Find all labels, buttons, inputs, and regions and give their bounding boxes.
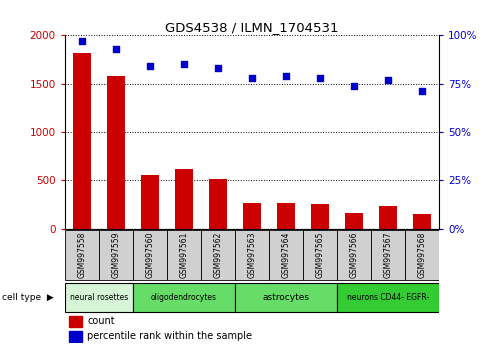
FancyBboxPatch shape [133,230,167,280]
Bar [311,204,329,229]
Text: neurons CD44- EGFR-: neurons CD44- EGFR- [347,293,429,302]
Point [112,46,120,52]
Point [146,63,154,69]
Bar [243,203,261,229]
Bar [69,331,82,342]
FancyBboxPatch shape [371,230,405,280]
Title: GDS4538 / ILMN_1704531: GDS4538 / ILMN_1704531 [165,21,339,34]
Bar [276,203,295,229]
Text: cell type  ▶: cell type ▶ [2,293,54,302]
Text: GSM997560: GSM997560 [145,232,154,278]
Point [316,75,324,81]
FancyBboxPatch shape [133,282,235,312]
Text: oligodendrocytes: oligodendrocytes [151,293,217,302]
Bar [345,213,363,229]
Text: GSM997564: GSM997564 [281,232,290,278]
Point [384,77,392,83]
Text: GSM997562: GSM997562 [214,232,223,278]
Point [350,83,358,88]
FancyBboxPatch shape [167,230,201,280]
Point [214,65,222,71]
FancyBboxPatch shape [269,230,303,280]
Point [78,38,86,44]
Point [282,73,290,79]
Bar [69,316,82,327]
Point [180,62,188,67]
Bar [141,175,159,229]
Point [418,88,426,94]
Text: count: count [87,316,115,326]
FancyBboxPatch shape [235,282,337,312]
Point [248,75,256,81]
FancyBboxPatch shape [235,230,269,280]
Text: GSM997563: GSM997563 [248,232,256,278]
Text: astrocytes: astrocytes [262,293,309,302]
Text: GSM997567: GSM997567 [384,232,393,278]
FancyBboxPatch shape [337,230,371,280]
Text: GSM997561: GSM997561 [180,232,189,278]
FancyBboxPatch shape [337,282,439,312]
Bar [413,214,432,229]
Text: GSM997568: GSM997568 [418,232,427,278]
FancyBboxPatch shape [65,282,133,312]
Bar [107,76,125,229]
Text: GSM997558: GSM997558 [77,232,86,278]
Text: GSM997559: GSM997559 [111,232,120,278]
FancyBboxPatch shape [303,230,337,280]
FancyBboxPatch shape [405,230,439,280]
Text: percentile rank within the sample: percentile rank within the sample [87,331,252,341]
FancyBboxPatch shape [99,230,133,280]
Bar [175,169,193,229]
Text: neural rosettes: neural rosettes [70,293,128,302]
FancyBboxPatch shape [65,230,99,280]
FancyBboxPatch shape [201,230,235,280]
Text: GSM997565: GSM997565 [315,232,324,278]
Bar [209,179,228,229]
Text: GSM997566: GSM997566 [350,232,359,278]
Bar [72,53,91,229]
Bar [379,206,397,229]
